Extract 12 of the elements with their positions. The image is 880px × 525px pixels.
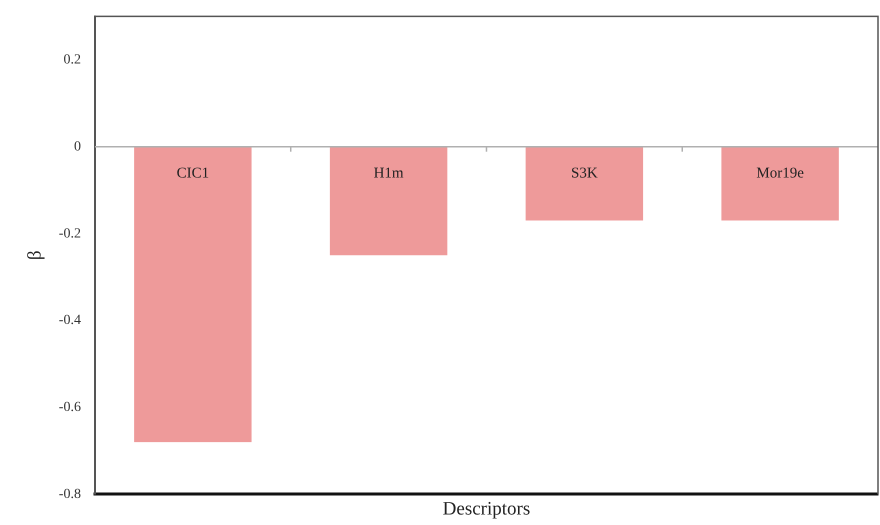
y-tick-label: 0 <box>74 139 81 154</box>
y-tick-label: -0.2 <box>58 226 81 242</box>
x-tick-label: Mor19e <box>756 166 804 182</box>
x-axis-title: Descriptors <box>442 498 530 520</box>
y-tick-label: -0.6 <box>58 400 81 415</box>
y-axis-title: β <box>24 250 46 260</box>
x-tick-label: CIC1 <box>176 166 210 182</box>
y-tick-label: 0.2 <box>63 52 81 68</box>
y-tick-label: -0.4 <box>58 313 81 328</box>
x-tick-label: H1m <box>374 166 404 182</box>
y-tick-label: -0.8 <box>58 486 81 502</box>
x-tick-label: S3K <box>571 166 598 182</box>
